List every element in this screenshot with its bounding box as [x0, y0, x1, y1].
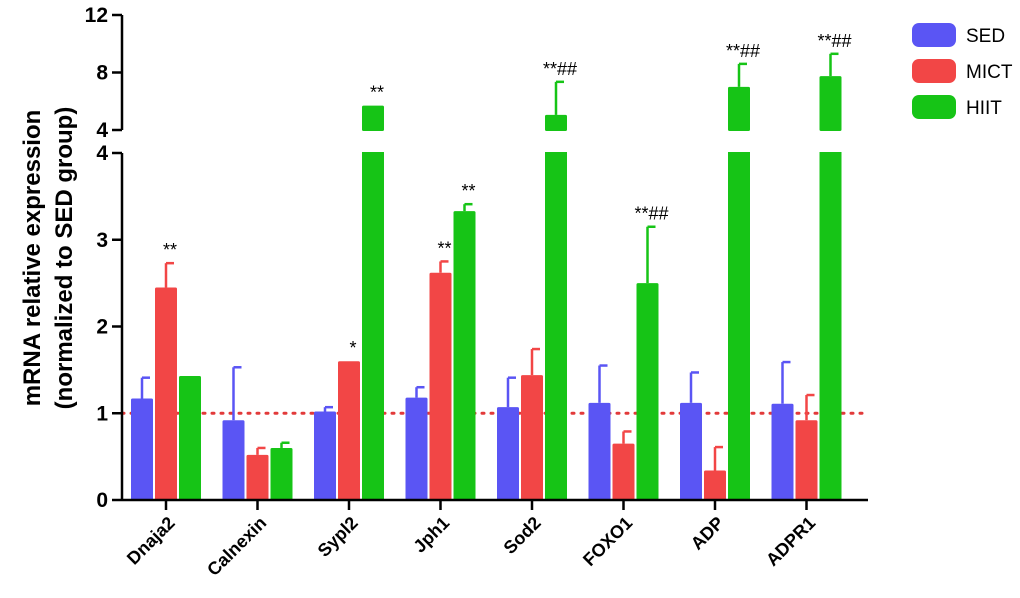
- bar-group-adp-hiit: [728, 62, 750, 500]
- y-tick-label-upper-12: 12: [85, 4, 108, 27]
- legend-swatch-hiit: [912, 95, 956, 119]
- bar-lower-part-adpr1-hiit: [819, 152, 842, 500]
- bar-upper-part-sypl2-hiit: [362, 105, 384, 131]
- x-tick-label-foxo1: FOXO1: [579, 513, 636, 570]
- bar-group-sypl2-hiit: [362, 105, 384, 500]
- x-tick-label-jph1: Jph1: [409, 513, 453, 557]
- bar-foxo1-mict: [612, 443, 635, 500]
- y-tick-label-lower-0: 0: [96, 489, 108, 512]
- significance-label-jph1-hiit: **: [461, 181, 475, 201]
- bar-group-foxo1-sed: [588, 364, 611, 500]
- bar-sod2-sed: [497, 407, 519, 500]
- legend-swatch-mict: [912, 59, 956, 83]
- bar-adpr1-mict: [795, 420, 818, 500]
- legend-label-sed: SED: [966, 26, 1005, 47]
- significance-label-sypl2-mict: *: [349, 338, 356, 358]
- bar-dnaja2-sed: [131, 398, 153, 500]
- bar-group-sod2-hiit: [545, 80, 567, 500]
- y-tick-label-upper-8: 8: [96, 62, 108, 85]
- legend-label-hiit: HIIT: [966, 98, 1002, 119]
- bar-sypl2-sed: [314, 411, 336, 500]
- significance-label-adp-hiit: **##: [726, 41, 760, 61]
- bar-jph1-mict: [429, 272, 452, 500]
- significance-label-dnaja2-mict: **: [163, 240, 177, 260]
- bar-sypl2-mict: [338, 361, 360, 500]
- significance-label-jph1-mict: **: [437, 238, 451, 258]
- bar-group-foxo1-mict: [612, 430, 635, 500]
- bar-group-dnaja2-sed: [131, 376, 153, 500]
- x-tick-label-adpr1: ADPR1: [762, 513, 819, 570]
- bar-foxo1-hiit: [636, 283, 659, 500]
- bar-group-sod2-sed: [497, 376, 519, 500]
- bar-upper-part-adpr1-hiit: [819, 76, 842, 131]
- legend-label-mict: MICT: [966, 62, 1013, 83]
- y-axis-label-line1: mRNA relative expression: [19, 110, 46, 407]
- bar-adp-sed: [680, 402, 702, 500]
- significance-label-foxo1-hiit: **##: [634, 204, 668, 224]
- legend-swatch-sed: [912, 23, 956, 47]
- y-tick-label-lower-1: 1: [96, 402, 108, 425]
- bar-group-adpr1-mict: [795, 393, 818, 500]
- bars-layer: [131, 52, 842, 500]
- bar-group-jph1-hiit: [453, 202, 476, 500]
- bar-group-sod2-mict: [521, 347, 543, 500]
- bar-group-jph1-mict: [429, 260, 452, 500]
- bar-group-calnexin-sed: [222, 366, 245, 500]
- bar-jph1-sed: [405, 397, 428, 500]
- bar-group-calnexin-mict: [246, 446, 269, 500]
- bar-group-jph1-sed: [405, 385, 428, 500]
- bar-calnexin-sed: [222, 420, 245, 500]
- bar-calnexin-hiit: [270, 447, 293, 500]
- bar-adpr1-sed: [771, 403, 794, 500]
- bar-upper-part-sod2-hiit: [545, 114, 567, 131]
- significance-label-adpr1-hiit: **##: [817, 31, 851, 51]
- x-tick-label-calnexin: Calnexin: [203, 513, 270, 580]
- bar-foxo1-sed: [588, 402, 611, 500]
- bar-group-dnaja2-hiit: [179, 375, 201, 500]
- x-tick-label-sod2: Sod2: [500, 513, 545, 558]
- bar-sod2-mict: [521, 375, 543, 500]
- bar-group-adp-sed: [680, 371, 702, 500]
- y-axis-label-group: mRNA relative expression (normalized to …: [19, 107, 78, 410]
- bar-group-adpr1-hiit: [819, 52, 842, 500]
- legend: SED MICT HIIT: [912, 23, 1013, 119]
- bar-adp-mict: [704, 470, 726, 500]
- y-axis-label-line2: (normalized to SED group): [51, 107, 78, 410]
- annotations-layer: ***********##**##**##**##: [163, 31, 852, 358]
- x-tick-label-dnaja2: Dnaja2: [123, 513, 179, 569]
- bar-lower-part-sypl2-hiit: [362, 152, 384, 500]
- y-tick-label-upper-4: 4: [96, 119, 108, 142]
- bar-group-sypl2-mict: [338, 361, 360, 500]
- bar-group-dnaja2-mict: [155, 261, 177, 500]
- bar-group-foxo1-hiit: [636, 225, 659, 500]
- bar-lower-part-sod2-hiit: [545, 152, 567, 500]
- y-tick-label-lower-3: 3: [96, 229, 108, 252]
- bar-group-adpr1-sed: [771, 360, 794, 500]
- bar-group-sypl2-sed: [314, 405, 336, 500]
- bar-dnaja2-hiit: [179, 375, 201, 500]
- bar-group-calnexin-hiit: [270, 441, 293, 500]
- bar-upper-part-adp-hiit: [728, 86, 750, 131]
- y-tick-label-lower-4: 4: [96, 142, 108, 165]
- bar-group-adp-mict: [704, 445, 726, 500]
- x-tick-label-sypl2: Sypl2: [314, 513, 362, 561]
- significance-label-sypl2-hiit: **: [370, 83, 384, 103]
- bar-lower-part-adp-hiit: [728, 152, 750, 500]
- significance-label-sod2-hiit: **##: [543, 59, 577, 79]
- y-tick-label-lower-2: 2: [96, 316, 108, 339]
- bar-calnexin-mict: [246, 454, 269, 500]
- bar-dnaja2-mict: [155, 287, 177, 500]
- bar-jph1-hiit: [453, 211, 476, 500]
- x-tick-label-adp: ADP: [687, 513, 728, 554]
